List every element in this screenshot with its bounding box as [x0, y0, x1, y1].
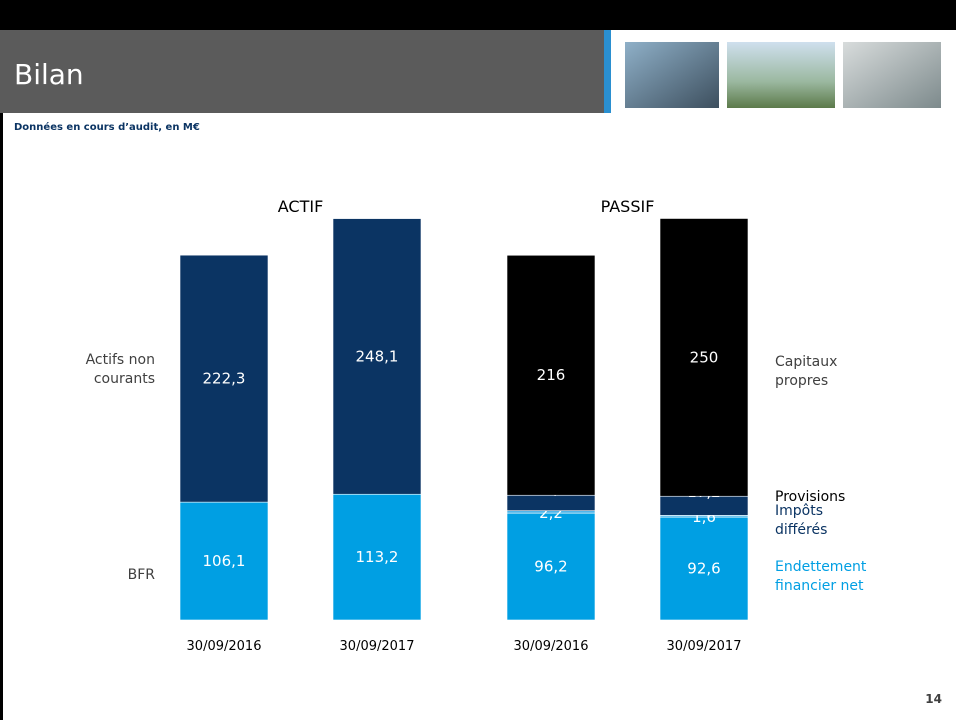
- x-tick-label: 30/09/2016: [514, 639, 589, 654]
- left-border: [0, 30, 3, 720]
- bar-segment: [506, 512, 596, 621]
- subtitle: Données en cours d’audit, en M€: [14, 121, 200, 133]
- photo: [843, 42, 941, 108]
- legend-label: BFR: [127, 566, 155, 583]
- bar-segment: [659, 516, 749, 621]
- legend-label: Provisions: [775, 488, 846, 505]
- group-title: PASSIF: [601, 197, 655, 216]
- legend-label: Capitaux propres: [775, 354, 838, 389]
- photo: [625, 42, 719, 108]
- value-label: 216: [537, 366, 566, 384]
- x-tick-label: 30/09/2017: [667, 639, 742, 654]
- bar-segment: [332, 218, 422, 495]
- group-title: ACTIF: [278, 197, 324, 216]
- value-label: 222,3: [203, 370, 246, 388]
- legend-label: Impôts différés: [775, 503, 828, 538]
- bar-segment: [179, 254, 269, 503]
- bar-segment: [659, 218, 749, 497]
- photo: [727, 42, 835, 108]
- title-band: [0, 30, 604, 113]
- bar-segment: [179, 501, 269, 621]
- slide-title: Bilan: [14, 58, 84, 91]
- legend-label: Endettement financier net: [775, 559, 867, 594]
- legend-label: Actifs non courants: [85, 352, 155, 387]
- value-label: 92,6: [687, 560, 720, 578]
- bar-segment: [506, 254, 596, 496]
- x-tick-label: 30/09/2016: [187, 639, 262, 654]
- page-number: 14: [925, 692, 942, 706]
- value-label: 96,2: [534, 558, 567, 576]
- value-label: 248,1: [356, 347, 399, 365]
- top-bar: [0, 0, 956, 30]
- value-label: 106,1: [203, 552, 246, 570]
- value-label: 113,2: [356, 548, 399, 566]
- x-tick-label: 30/09/2017: [340, 639, 415, 654]
- title-strip: [604, 30, 611, 113]
- bar-segment: [332, 493, 422, 621]
- value-label: 250: [690, 348, 719, 366]
